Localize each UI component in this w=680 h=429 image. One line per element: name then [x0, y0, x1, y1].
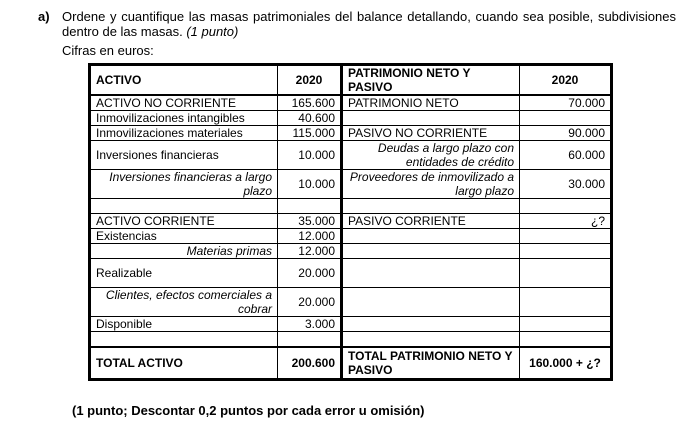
table-cell: 40.600	[277, 110, 343, 126]
header-year: 2020	[519, 64, 612, 96]
balance-table: ACTIVO 2020 PATRIMONIO NETO Y PASIVO 202…	[88, 63, 613, 381]
table-cell: ACTIVO NO CORRIENTE	[89, 94, 278, 111]
table-cell	[89, 198, 278, 214]
table-cell: Inversiones financieras	[89, 140, 278, 170]
table-cell: Proveedores de inmovilizado a largo plaz…	[341, 169, 520, 199]
table-cell: 90.000	[519, 125, 612, 141]
table-cell: 10.000	[277, 169, 343, 199]
table-row	[89, 198, 612, 214]
table-cell: PASIVO NO CORRIENTE	[341, 125, 520, 141]
table-cell: Disponible	[89, 316, 278, 332]
table-cell	[89, 331, 278, 348]
table-row	[89, 331, 612, 348]
table-cell: Realizable	[89, 258, 278, 288]
total-pasivo-label: TOTAL PATRIMONIO NETO Y PASIVO	[341, 346, 520, 380]
total-pasivo-value: 160.000 + ¿?	[519, 346, 612, 380]
table-cell: ACTIVO CORRIENTE	[89, 213, 278, 229]
table-cell	[519, 287, 612, 317]
table-cell	[519, 316, 612, 332]
header-pasivo: PATRIMONIO NETO Y PASIVO	[341, 64, 520, 96]
question-label: a)	[38, 9, 50, 24]
table-cell	[341, 198, 520, 214]
total-row: TOTAL ACTIVO 200.600 TOTAL PATRIMONIO NE…	[89, 346, 612, 380]
table-row: ACTIVO CORRIENTE 35.000 PASIVO CORRIENTE ¿?	[89, 213, 612, 229]
table-row: Inversiones financieras 10.000 Deudas a la…	[89, 140, 612, 170]
question-text: Ordene y cuantifique las masas patrimoni…	[62, 9, 676, 39]
table-row: Inmovilizaciones materiales 115.000 PASIVO…	[89, 125, 612, 141]
table-cell: Inversiones financieras a largo plazo	[89, 169, 278, 199]
table-header: ACTIVO 2020 PATRIMONIO NETO Y PASIVO 202…	[89, 64, 612, 96]
table-cell: 20.000	[277, 258, 343, 288]
question-body: Ordene y cuantifique las masas patrimoni…	[62, 9, 676, 39]
table-cell	[341, 228, 520, 244]
header-activo: ACTIVO	[89, 64, 278, 96]
table-row: Realizable 20.000	[89, 258, 612, 288]
table-cell	[341, 110, 520, 126]
table-cell: PASIVO CORRIENTE	[341, 213, 520, 229]
table-cell	[519, 243, 612, 259]
table-cell: 70.000	[519, 94, 612, 111]
table-cell: 30.000	[519, 169, 612, 199]
table-cell	[519, 198, 612, 214]
table-row: Inmovilizaciones intangibles 40.600	[89, 110, 612, 126]
table-cell: Materias primas	[89, 243, 278, 259]
table-cell: Clientes, efectos comerciales a cobrar	[89, 287, 278, 317]
table-row: Disponible 3.000	[89, 316, 612, 332]
table-cell	[341, 287, 520, 317]
question-points: (1 punto)	[186, 24, 239, 39]
table-cell: PATRIMONIO NETO	[341, 94, 520, 111]
table-cell: 115.000	[277, 125, 343, 141]
table-cell: ¿?	[519, 213, 612, 229]
table-cell: 165.600	[277, 94, 343, 111]
table-cell: 10.000	[277, 140, 343, 170]
table-row: Existencias 12.000	[89, 228, 612, 244]
units-note: Cifras en euros:	[62, 43, 154, 58]
table-row: Clientes, efectos comerciales a cobrar 20…	[89, 287, 612, 317]
total-activo-value: 200.600	[277, 346, 343, 380]
table-cell: Inmovilizaciones materiales	[89, 125, 278, 141]
table-cell	[277, 198, 343, 214]
table-cell: 3.000	[277, 316, 343, 332]
table-row: ACTIVO NO CORRIENTE 165.600 PATRIMONIO NET…	[89, 94, 612, 111]
table-cell: 20.000	[277, 287, 343, 317]
table-cell	[277, 331, 343, 348]
grading-note: (1 punto; Descontar 0,2 puntos por cada …	[72, 403, 425, 418]
table-cell: Inmovilizaciones intangibles	[89, 110, 278, 126]
table-row: Materias primas 12.000	[89, 243, 612, 259]
table-cell	[341, 331, 520, 348]
table-cell: 12.000	[277, 243, 343, 259]
table-row: Inversiones financieras a largo plazo 10.…	[89, 169, 612, 199]
table-cell	[519, 110, 612, 126]
table-cell: Deudas a largo plazo con entidades de cr…	[341, 140, 520, 170]
table-cell: 12.000	[277, 228, 343, 244]
table-cell: Existencias	[89, 228, 278, 244]
table-cell	[519, 228, 612, 244]
table-cell	[341, 258, 520, 288]
total-activo-label: TOTAL ACTIVO	[89, 346, 278, 380]
table-cell	[519, 331, 612, 348]
table-cell: 35.000	[277, 213, 343, 229]
table-cell: 60.000	[519, 140, 612, 170]
table-cell	[519, 258, 612, 288]
header-year: 2020	[277, 64, 343, 96]
table-cell	[341, 316, 520, 332]
table-cell	[341, 243, 520, 259]
